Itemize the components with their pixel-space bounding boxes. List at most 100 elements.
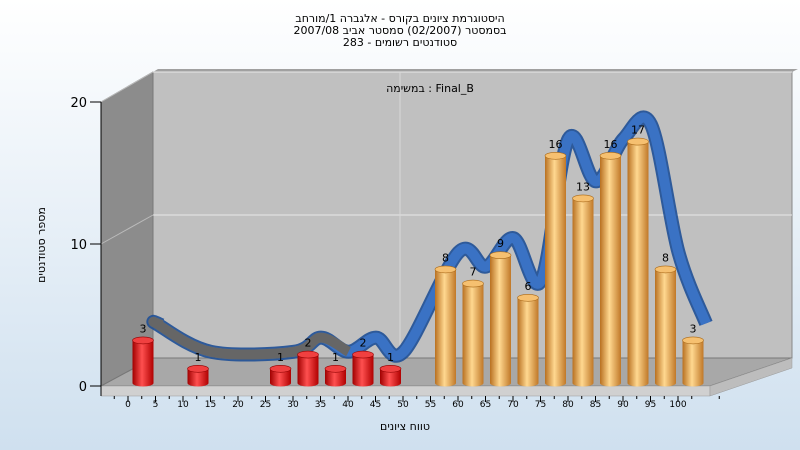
bar-value-label: 2: [360, 337, 367, 350]
x-tick-label: 85: [590, 400, 601, 410]
bar-value-label: 2: [305, 337, 312, 350]
bar-value-label: 16: [549, 138, 563, 151]
bar: 1: [324, 351, 347, 387]
x-tick-label: 25: [260, 400, 271, 410]
bar-value-label: 7: [470, 266, 477, 279]
x-tick-label: 100: [669, 400, 686, 410]
bar-body: [545, 155, 566, 387]
bar-value-label: 13: [576, 180, 590, 193]
x-tick-label: 75: [535, 400, 546, 410]
trend-ribbon-low: [148, 316, 352, 360]
bar-top: [682, 336, 704, 345]
bar-value-label: 1: [195, 351, 202, 364]
gridline-side: [100, 214, 154, 245]
bar: 2: [352, 337, 374, 387]
bar-top: [462, 279, 484, 288]
bar-body: [380, 368, 401, 387]
bar: 16: [599, 138, 622, 387]
bar-body: [490, 255, 511, 387]
x-tick-label: 45: [370, 400, 381, 410]
bar-value-label: 1: [387, 351, 394, 364]
x-tick-label: 55: [425, 400, 436, 410]
bar: 17: [627, 124, 649, 387]
bar-top: [434, 265, 457, 274]
bar: 2: [297, 337, 319, 387]
bar-top: [627, 137, 649, 146]
bar-value-label: 8: [662, 251, 669, 264]
bar: 16: [544, 138, 567, 387]
bar-value-label: 8: [442, 251, 449, 264]
bar: 1: [379, 351, 402, 387]
bar-top: [187, 364, 209, 373]
x-axis-label: טווח ציונים: [380, 420, 430, 433]
bar-body: [462, 283, 484, 387]
bar-value-label: 1: [332, 351, 339, 364]
gridline-side: [100, 71, 154, 103]
bar-top: [132, 336, 154, 345]
y-tick-label: 10: [70, 238, 87, 253]
x-tick-label: 40: [342, 400, 354, 410]
x-tick-label: 10: [177, 400, 189, 410]
bar-body: [297, 354, 319, 387]
x-tick-label: 60: [452, 400, 464, 410]
bar-body: [682, 340, 704, 387]
bar-body: [655, 269, 676, 387]
bar: 8: [654, 251, 677, 387]
bar-top: [352, 350, 374, 359]
bar-body: [572, 198, 594, 387]
x-tick-label: 90: [617, 400, 629, 410]
bar: 9: [489, 237, 512, 387]
y-tick-label: 20: [70, 96, 87, 111]
bar-body: [600, 155, 621, 387]
bar-value-label: 17: [631, 124, 645, 137]
x-tick-label: 30: [287, 400, 299, 410]
bar-value-label: 3: [690, 322, 697, 335]
x-tick-label: 80: [562, 400, 574, 410]
chart-annotation: במשימה : Final_B: [386, 82, 474, 95]
bar-value-label: 9: [497, 237, 504, 250]
x-tick-label: 35: [315, 400, 326, 410]
bar-body: [270, 368, 291, 387]
bar-top: [599, 152, 622, 160]
bar-top: [379, 364, 402, 373]
x-tick-label: 20: [232, 400, 244, 410]
y-tick-label: 0: [79, 380, 87, 395]
bar-body: [187, 368, 209, 387]
bar-value-label: 1: [277, 351, 284, 364]
bar-body: [325, 368, 346, 387]
bar: 1: [269, 351, 292, 387]
y-axis-label: מספר סטודנטים: [35, 207, 48, 283]
bar-value-label: 3: [140, 322, 147, 335]
x-tick-label: 50: [397, 400, 409, 410]
x-tick-label: 70: [507, 400, 519, 410]
bar-body: [627, 141, 649, 387]
plot-top-edge: [153, 69, 798, 72]
plot-floor-edge: [100, 385, 711, 397]
bar-top: [544, 152, 567, 160]
bar-body: [435, 269, 456, 387]
bar-body: [352, 354, 374, 387]
x-tick-label: 15: [205, 400, 216, 410]
bar: 8: [434, 251, 457, 387]
bar: 13: [572, 180, 594, 387]
bar: 6: [517, 280, 539, 387]
chart-title-line-2: בסמסטר (02/2007) סמסטר אביב 2007/08: [293, 24, 507, 37]
bar: 7: [462, 266, 484, 387]
bar-top: [297, 350, 319, 359]
bar: 3: [132, 322, 154, 387]
bar-top: [324, 364, 347, 373]
x-tick-label: 65: [480, 400, 491, 410]
bar-top: [269, 364, 292, 373]
bar-body: [517, 297, 539, 387]
bar-value-label: 6: [525, 280, 532, 293]
x-tick-label: 5: [153, 400, 159, 410]
chart-title-line-3: 283 - סטודנטים רשומים: [342, 36, 458, 49]
bar: 3: [682, 322, 704, 387]
plot-floor-edge-side: [709, 357, 793, 397]
x-tick-label: 95: [645, 400, 656, 410]
bar-value-label: 16: [604, 138, 618, 151]
bar-top: [572, 194, 594, 203]
bar-top: [489, 251, 512, 259]
bar-top: [517, 293, 539, 302]
